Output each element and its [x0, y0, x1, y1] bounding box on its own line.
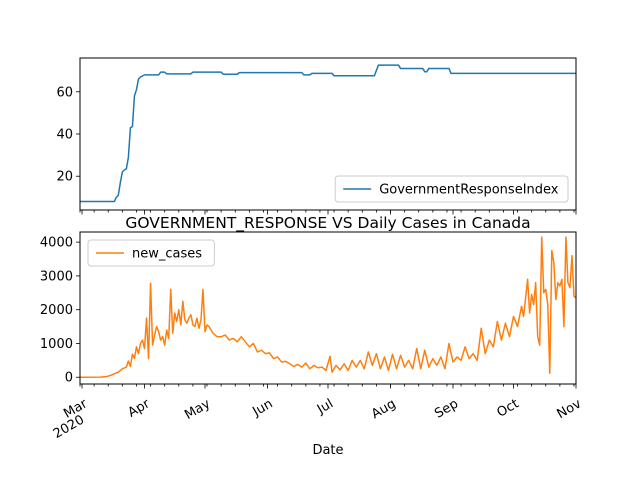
- plot-frame: [79, 57, 577, 211]
- x-tick-label: Oct: [495, 396, 522, 420]
- legend: GovernmentResponseIndex: [334, 175, 569, 203]
- y-tick-label: 2000: [40, 303, 73, 318]
- y-tick-label: 1000: [40, 337, 73, 352]
- x-tick-label: Jul: [314, 396, 336, 417]
- legend: new_cases: [87, 239, 215, 267]
- y-tick-label: 4000: [40, 236, 73, 251]
- legend-box: [87, 239, 215, 267]
- top-subplot: 20 40 60 GovernmentResponseIndex: [56, 57, 577, 215]
- x-tick-label: Sep: [432, 396, 461, 421]
- legend-label: new_cases: [132, 247, 202, 262]
- plot-frame: [79, 231, 577, 385]
- chart-title: GOVERNMENT_RESPONSE VS Daily Cases in Ca…: [125, 214, 530, 233]
- y-tick-label: 60: [56, 85, 73, 100]
- x-tick-label: May: [182, 396, 213, 423]
- legend-box: [334, 175, 569, 203]
- legend-label: GovernmentResponseIndex: [379, 183, 559, 198]
- y-tick-label: 0: [65, 371, 73, 386]
- y-tick-label: 3000: [40, 269, 73, 284]
- y-tick-label: 40: [56, 128, 73, 143]
- series-line-GovernmentResponseIndex: [80, 64, 576, 203]
- series-line-new_cases: [79, 236, 577, 378]
- x-tick-label: Nov: [555, 396, 585, 422]
- x-tick-label: Aug: [369, 396, 398, 422]
- x-tick-label: Apr: [126, 396, 154, 421]
- y-tick-label: 20: [56, 170, 73, 185]
- x-tick-label: Jun: [250, 396, 276, 420]
- x-axis-label: Date: [312, 443, 343, 458]
